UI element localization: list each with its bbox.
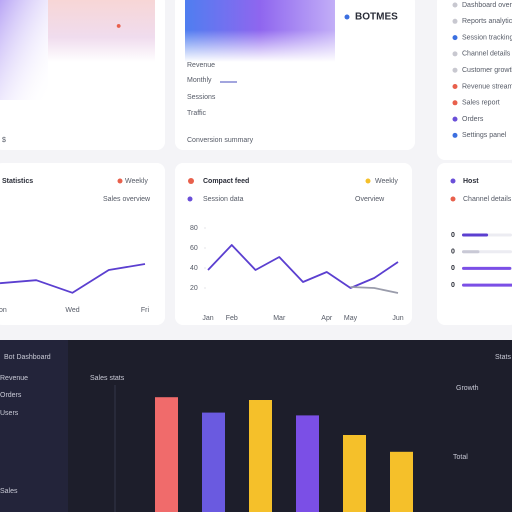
bar-chart [155,397,413,512]
line-series [207,244,399,289]
right-label: Growth [456,385,479,392]
card-title: Statistics [2,178,33,185]
x-tick-label: Apr [321,315,333,322]
metric: Traffic [187,110,207,117]
bar-label: 0 [451,265,455,272]
sidebar [0,340,68,512]
bar [155,397,178,512]
badge: Weekly [375,178,398,185]
amount: $ [2,137,6,144]
bar-label: 0 [451,249,455,256]
dot [187,196,193,202]
list-item: Customer growth [462,67,512,74]
right-label: Total [453,454,468,461]
dot [452,51,458,57]
bar [202,412,225,512]
panel-title: Bot Dashboard [4,354,51,361]
progress-bar [462,233,489,237]
metric: Monthly [187,77,212,84]
y-tick-label: 40 [190,265,198,272]
gradient [48,0,155,62]
bar [390,451,413,512]
dot [452,100,458,106]
x-tick-label: Jan [202,315,213,322]
x-tick-label: Feb [226,315,238,322]
note: Overview [355,196,385,203]
bar-label: 0 [451,232,455,239]
x-tick-label: Fri [141,307,150,314]
dot [452,84,458,89]
list-item: Dashboard overview [462,2,512,9]
dot [344,14,350,20]
progress-bar [462,283,512,287]
dot [452,132,458,138]
side-list: Dashboard overview Reports analytics Sessi… [452,2,512,139]
dot [450,196,456,202]
subtitle: Sales overview [103,196,151,203]
list-item: Session tracking [462,34,512,41]
line-chart: 20 40 60 80 Jan Feb Mar Apr May Jun [190,225,404,322]
dot [452,67,458,73]
dot [188,178,194,184]
side-label: Sales [0,488,18,495]
list-item: Channel details [462,51,511,58]
card-title: Compact feed [203,178,249,185]
dot [452,116,458,122]
progress-bar [462,250,480,254]
metric: Sessions [187,94,216,101]
line-series [350,286,399,294]
bar [296,415,319,512]
side-label: Orders [0,392,22,399]
dot [452,2,458,8]
y-tick-label: 80 [190,225,198,232]
card [175,163,412,325]
badge: Weekly [125,178,148,185]
list-item: Settings panel [462,132,507,139]
bar [249,400,272,512]
dot [365,178,371,184]
line-chart: Mon Wed Fri [0,263,150,314]
summary: Conversion summary [187,137,254,144]
dot [452,18,458,24]
list-item: Sales report [462,100,500,107]
bar [343,435,366,512]
y-tick-label: 20 [190,285,198,292]
chart-subtitle: Sales stats [90,375,125,382]
card [437,163,512,325]
card [0,163,165,325]
dot [450,178,456,184]
subtitle: Channel details [463,196,512,203]
list-item: Revenue stream [462,83,512,90]
corner-label: Stats [495,354,511,361]
dot [452,35,458,41]
progress-bars: 0 0 0 0 [451,232,512,289]
x-tick-label: May [344,315,358,322]
icon: ● [116,20,121,30]
list-item: Reports analytics [462,18,512,25]
x-tick-label: Mon [0,307,7,314]
side-label: Revenue [0,375,28,382]
bar-label: 0 [451,282,455,289]
subtitle: Session data [203,196,244,203]
brand: BOTMES [355,12,398,23]
side-label: Users [0,410,19,417]
y-tick-label: 60 [190,245,198,252]
card-title: Host [463,178,479,185]
gradient [185,30,335,62]
list-item: Orders [462,116,484,123]
metric: Revenue [187,62,215,69]
dot [117,178,123,184]
gradient [0,0,48,100]
x-tick-label: Wed [65,307,79,314]
line-series [0,263,146,294]
x-tick-label: Mar [273,315,286,322]
progress-bar [462,266,512,270]
x-tick-label: Jun [392,315,403,322]
